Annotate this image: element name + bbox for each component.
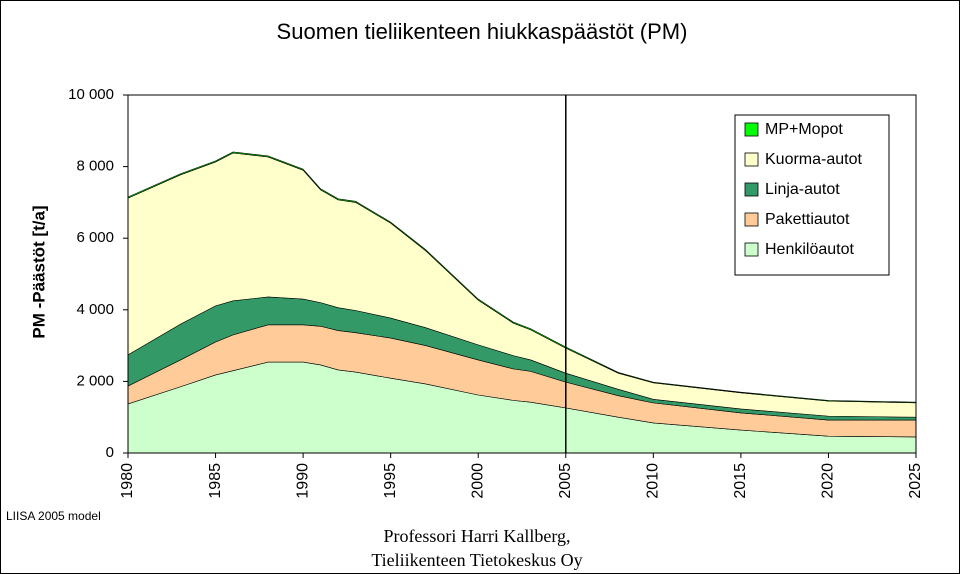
legend-box [734, 114, 890, 276]
legend-label: Linja-autot [765, 181, 840, 198]
x-tick-label: 1995 [382, 463, 399, 499]
x-tick-label: 2020 [820, 463, 837, 499]
legend-swatch [744, 122, 759, 137]
x-tick-label: 1990 [294, 463, 311, 499]
legend-label: MP+Mopot [765, 121, 843, 138]
x-tick-label: 2025 [907, 463, 924, 499]
x-tick-label: 2005 [557, 463, 574, 499]
legend-swatch [744, 242, 759, 257]
chart-title: Suomen tieliikenteen hiukkaspäästöt (PM) [277, 19, 688, 44]
legend-swatch [744, 152, 759, 167]
x-tick-label: 1980 [119, 463, 136, 499]
plot-border [127, 94, 917, 454]
note: LIISA 2005 model [6, 509, 101, 523]
credit: Tieliikenteen Tietokeskus Oy [371, 550, 582, 570]
legend-label: Pakettiautot [765, 211, 850, 228]
y-tick-label: 10 000 [68, 86, 114, 103]
legend-label: Henkilöautot [765, 241, 855, 258]
y-tick-label: 8 000 [76, 158, 114, 175]
y-axis-label: PM -Päästöt [t/a] [29, 205, 48, 338]
legend-swatch [744, 182, 759, 197]
x-tick-label: 2015 [732, 463, 749, 499]
x-tick-label: 2000 [469, 463, 486, 499]
credit: Professori Harri Kallberg, [383, 526, 570, 546]
legend-label: Kuorma-autot [765, 151, 862, 168]
legend-swatch [744, 212, 759, 227]
y-tick-label: 6 000 [76, 229, 114, 246]
y-tick-label: 4 000 [76, 301, 114, 318]
y-tick-label: 0 [106, 444, 114, 461]
y-tick-label: 2 000 [76, 372, 114, 389]
x-tick-label: 1985 [207, 463, 224, 499]
x-tick-label: 2010 [645, 463, 662, 499]
